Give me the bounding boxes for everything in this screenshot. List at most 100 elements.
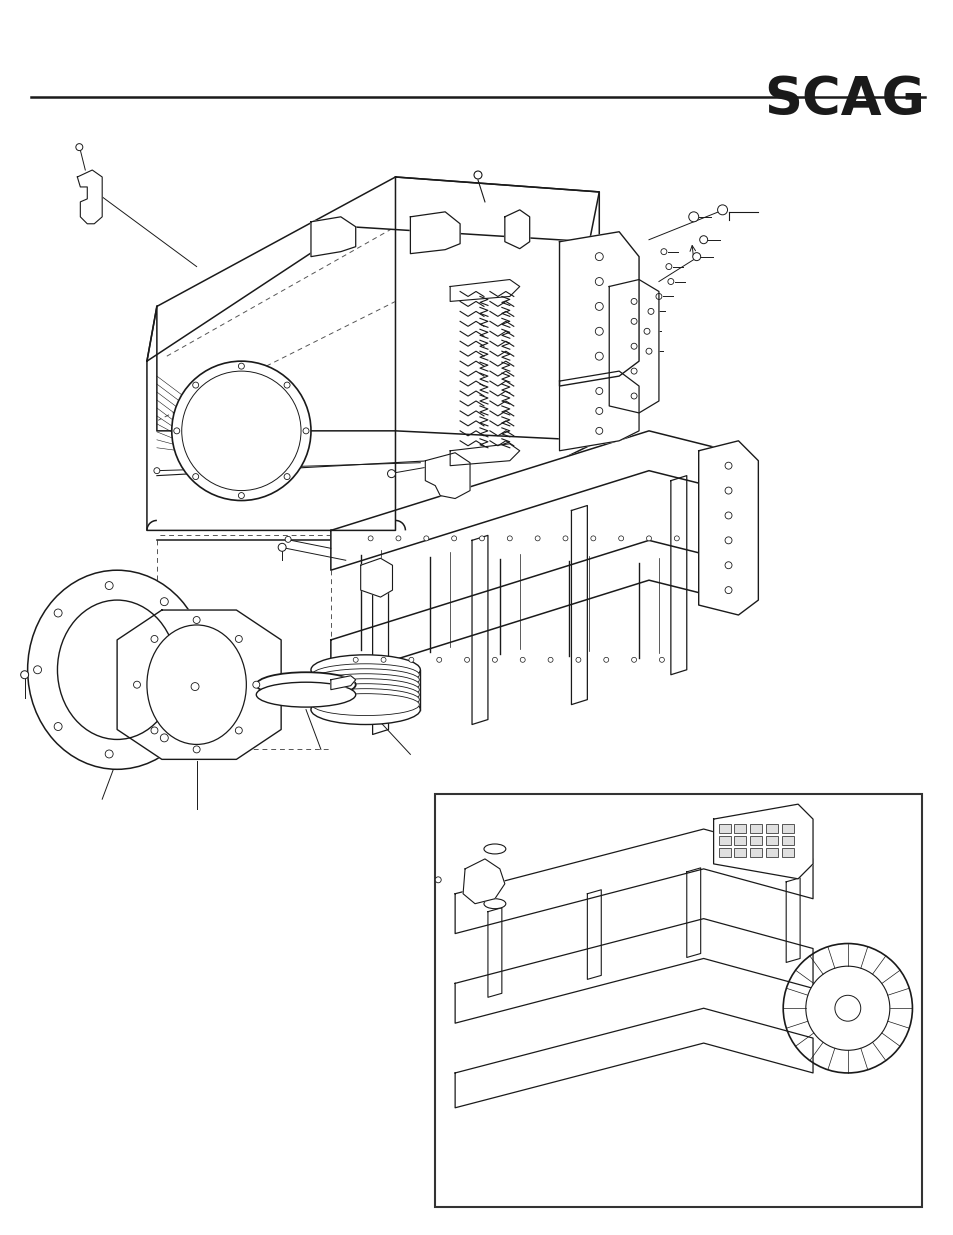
Bar [734,824,745,834]
Circle shape [193,473,198,479]
Bar [781,836,793,845]
Ellipse shape [312,663,419,685]
Polygon shape [609,279,659,412]
Circle shape [409,657,414,662]
Bar [781,848,793,857]
Circle shape [631,657,636,662]
Circle shape [659,657,663,662]
Circle shape [724,537,731,543]
Polygon shape [455,1008,812,1108]
Circle shape [54,609,62,618]
Text: SCAG: SCAG [763,74,924,126]
Circle shape [645,348,651,354]
Circle shape [172,361,311,500]
Circle shape [253,682,259,688]
Circle shape [435,877,440,883]
Circle shape [191,683,199,690]
Circle shape [519,657,525,662]
Circle shape [782,944,911,1073]
Circle shape [21,671,29,679]
Circle shape [834,995,860,1021]
Circle shape [595,253,602,261]
Circle shape [368,536,373,541]
Polygon shape [147,177,598,361]
Polygon shape [455,919,812,1023]
Circle shape [507,536,512,541]
Ellipse shape [147,625,246,745]
Ellipse shape [311,655,420,684]
Circle shape [492,657,497,662]
Circle shape [724,562,731,569]
Ellipse shape [312,674,419,695]
Circle shape [303,427,309,433]
Circle shape [285,536,291,542]
Polygon shape [450,279,519,301]
Circle shape [724,462,731,469]
Polygon shape [487,908,501,998]
Circle shape [160,598,168,605]
Ellipse shape [28,571,207,769]
Circle shape [235,636,242,642]
Circle shape [656,294,661,299]
Circle shape [603,657,608,662]
Circle shape [595,278,602,285]
Polygon shape [311,217,355,257]
Circle shape [643,329,649,335]
Circle shape [595,352,602,361]
Circle shape [76,143,83,151]
Circle shape [451,536,456,541]
Circle shape [160,734,168,742]
Circle shape [278,543,286,551]
Polygon shape [117,610,281,760]
Bar [765,824,778,834]
Circle shape [548,657,553,662]
Circle shape [284,382,290,388]
Circle shape [436,657,441,662]
Polygon shape [450,443,519,466]
Bar [718,836,730,845]
Ellipse shape [312,684,419,705]
Circle shape [535,536,539,541]
Polygon shape [698,441,758,615]
Circle shape [688,212,698,222]
Circle shape [153,468,160,474]
Circle shape [562,536,567,541]
Circle shape [660,248,666,254]
Polygon shape [455,829,812,934]
Polygon shape [331,431,728,571]
Circle shape [724,587,731,594]
Circle shape [238,363,244,369]
Polygon shape [331,676,355,689]
Polygon shape [713,804,812,879]
Circle shape [631,343,637,350]
Circle shape [667,279,673,284]
Polygon shape [472,535,487,725]
Circle shape [238,493,244,499]
Polygon shape [77,170,102,224]
Circle shape [105,582,113,589]
Bar [718,848,730,857]
Circle shape [380,657,386,662]
Circle shape [235,727,242,734]
Ellipse shape [312,679,419,700]
Ellipse shape [311,694,420,725]
Circle shape [151,727,158,734]
Ellipse shape [256,682,355,708]
Circle shape [464,657,469,662]
Circle shape [33,666,42,674]
Bar [718,824,730,834]
Circle shape [724,487,731,494]
Circle shape [717,205,727,215]
Circle shape [423,536,428,541]
Polygon shape [785,878,800,962]
Bar [765,836,778,845]
Polygon shape [558,232,639,387]
Bar [750,836,761,845]
Polygon shape [558,370,639,451]
Bar [765,848,778,857]
Circle shape [631,299,637,304]
Circle shape [479,536,484,541]
Circle shape [631,393,637,399]
Circle shape [647,309,653,315]
Bar [435,794,922,1208]
